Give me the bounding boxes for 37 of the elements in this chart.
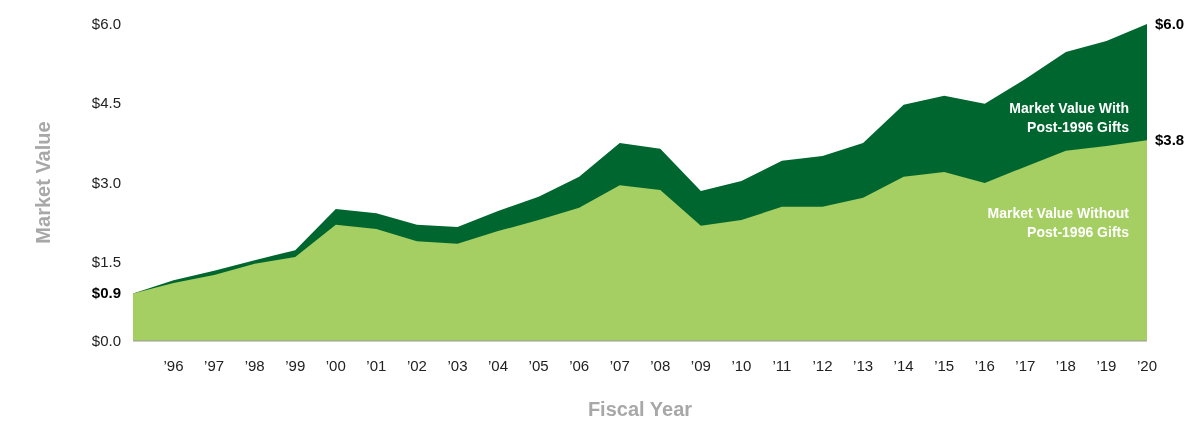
x-tick-label: ’16 [974,357,995,374]
x-tick-label: ’11 [772,357,792,374]
x-tick-label: ’05 [528,357,549,374]
x-tick-label: ’20 [1136,357,1158,374]
x-tick-label: ’97 [204,357,225,374]
x-tick-label: ’12 [812,357,833,374]
x-tick-label: ’15 [934,357,955,374]
y-tick-label: $1.5 [91,252,121,270]
annotation: $6.0 [1155,15,1185,32]
y-axis-title: Market Value [32,121,54,244]
x-tick-label: ’02 [406,357,427,374]
x-tick-label: ’19 [1096,357,1117,374]
y-tick-label: $4.5 [91,94,121,112]
x-tick-label: ’03 [447,357,468,374]
x-tick-label: ’09 [690,357,711,374]
y-tick-label: $0.0 [91,332,121,349]
x-tick-label: ’17 [1015,357,1036,374]
x-tick-label: ’99 [285,357,306,374]
x-tick-label: ’96 [163,357,184,374]
annotation: $3.8 [1155,131,1185,149]
series-label: Market Value Without Post-1996 Gifts [987,205,1130,241]
text: $0.9 [91,284,121,302]
x-tick-label: ’08 [650,357,671,374]
x-tick-label: ’10 [731,357,752,374]
y-tick-label: $6.0 [91,15,121,32]
x-tick-label: ’98 [244,357,265,374]
series-label: Market Value With Post-1996 Gifts [1009,99,1130,135]
x-tick-label: ’14 [893,357,914,374]
x-axis-title: Fiscal Year [587,398,693,420]
x-tick-label: ’18 [1055,357,1076,374]
y-tick-label: $3.0 [91,173,121,191]
x-tick-label: ’13 [853,357,874,374]
x-tick-label: ’06 [569,357,590,374]
x-tick-label: ’01 [366,357,387,374]
x-tick-label: ’07 [609,357,630,374]
x-tick-label: ’04 [488,357,509,374]
x-tick-label: ’00 [325,357,346,374]
